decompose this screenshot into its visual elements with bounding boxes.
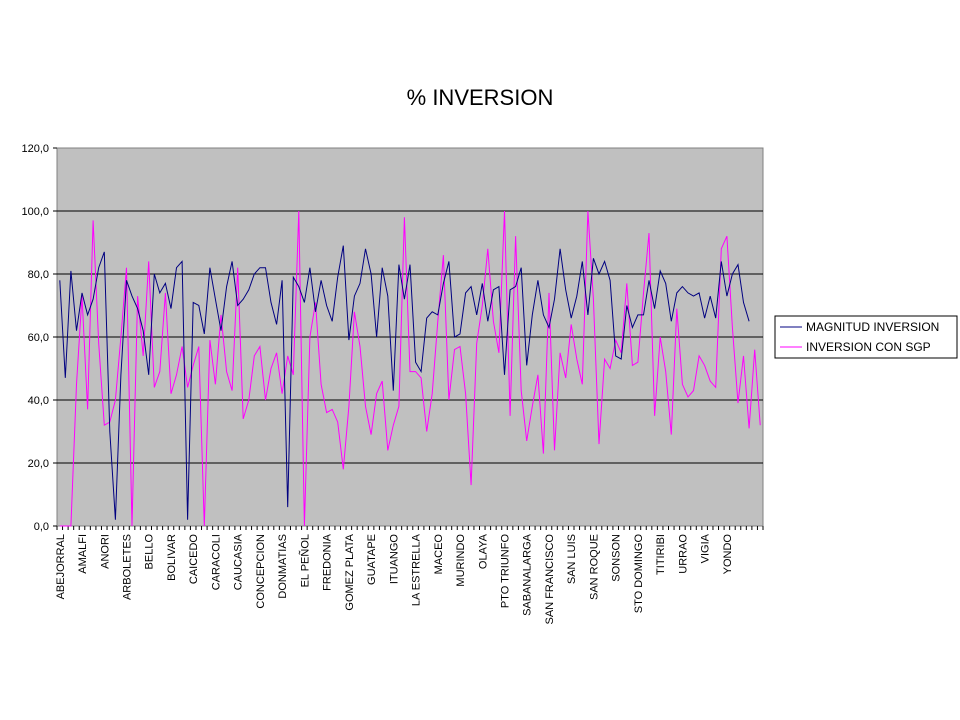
x-tick-label: MURINDO [455,534,467,587]
chart-title: % INVERSION [407,85,554,110]
x-tick-label: CONCEPCION [255,534,267,609]
x-tick-label: VIGIA [700,533,712,563]
x-tick-label: GUATAPE [366,534,378,585]
y-axis: 0,0 20,0 40,0 60,0 80,0 100,0 120,0 [21,143,57,533]
x-tick-label: CAUCASIA [233,533,245,590]
x-tick-label: ITUANGO [388,534,400,585]
x-tick-label: FREDONIA [322,533,334,591]
y-tick-label: 40,0 [28,395,49,407]
x-tick-label: MACEO [433,534,445,575]
x-axis: ABEJORRAL AMALFI ANORI ARBOLETES BELLO BOLIVA… [55,526,764,625]
x-tick-label: SAN ROQUE [588,534,600,600]
series-line-magnitud-inversion [59,245,750,520]
x-tick-label: URRAO [677,534,689,574]
x-tick-label: CAICEDO [188,534,200,585]
y-tick-label: 120,0 [21,143,49,155]
x-tick-label: SABANALARGA [522,533,534,616]
y-tick-label: 20,0 [28,458,49,470]
y-tick-label: 0,0 [34,521,49,533]
x-tick-label: ABEJORRAL [55,534,67,599]
y-tick-label: 80,0 [28,269,49,281]
x-tick-label: SAN LUIS [566,534,578,584]
x-tick-label: STO DOMINGO [633,534,645,614]
x-tick-label: LA ESTRELLA [411,533,423,606]
x-tick-label: CARACOLI [210,534,222,590]
legend-label-magnitud: MAGNITUD INVERSION [806,320,939,334]
x-tick-label: SAN FRANCISCO [544,534,556,625]
x-tick-label: DONMATIAS [277,534,289,599]
x-tick-label: SONSON [611,534,623,582]
y-tick-label: 100,0 [21,206,49,218]
y-tick-label: 60,0 [28,332,49,344]
series [59,210,761,527]
x-tick-label: YONDO [722,534,734,575]
x-tick-label: ANORI [99,534,111,569]
x-tick-label: GOMEZ PLATA [344,533,356,610]
x-tick-label: OLAYA [477,533,489,569]
x-tick-label: PTO TRIUNFO [500,534,512,609]
x-tick-label: BOLIVAR [166,534,178,581]
grid [57,210,763,464]
x-tick-label: TITIRIBI [655,534,667,575]
legend-box [774,315,958,359]
series-line-inversion-con-sgp [59,210,761,527]
legend-label-sgp: INVERSION CON SGP [806,340,931,354]
x-tick-label: ARBOLETES [121,534,133,600]
legend: MAGNITUD INVERSION INVERSION CON SGP [774,315,958,359]
x-tick-label: EL PEÑOL [298,534,311,587]
x-tick-label: BELLO [144,534,156,570]
x-tick-label: AMALFI [77,534,89,574]
